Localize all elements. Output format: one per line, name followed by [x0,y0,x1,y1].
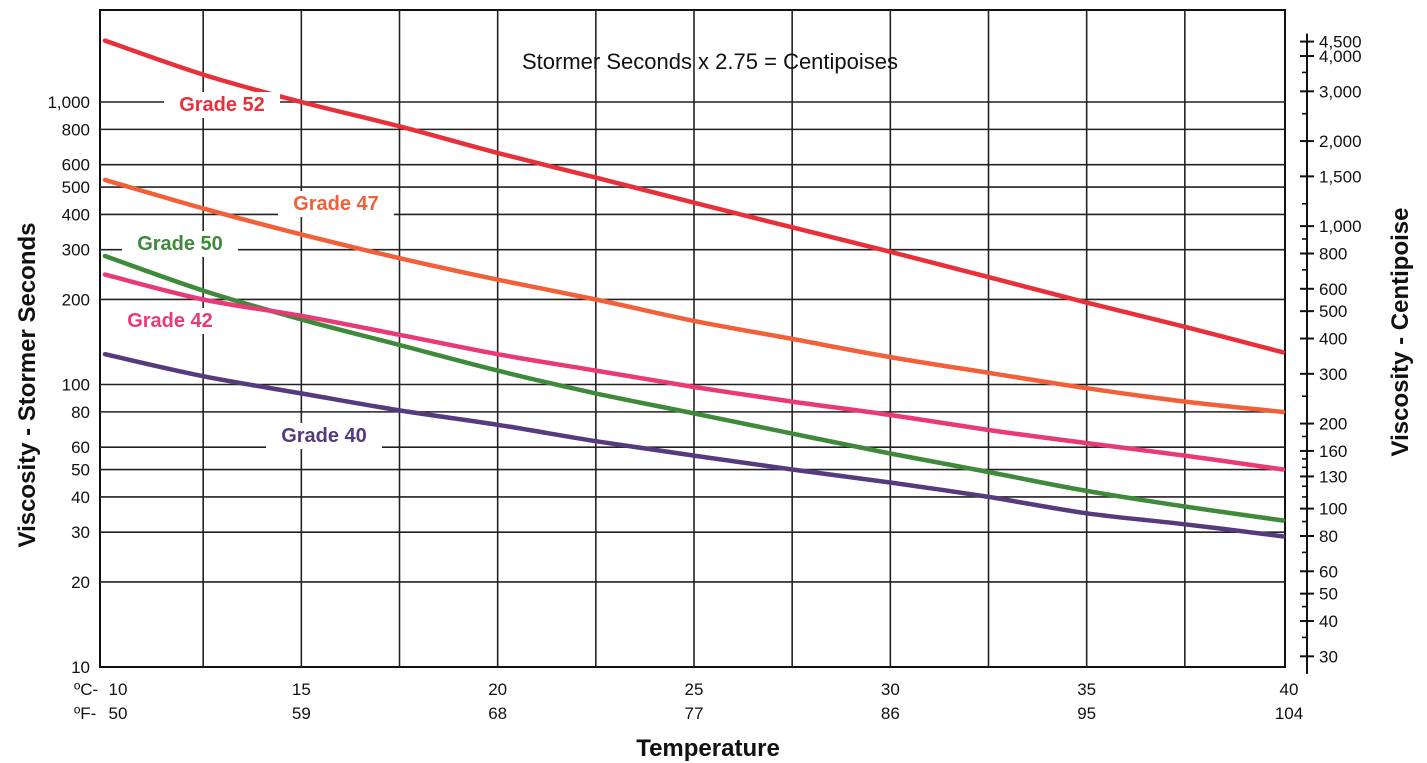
y-tick-label: 1,000 [47,93,90,112]
y-tick-label: 100 [62,376,90,395]
y-tick-label: 300 [62,241,90,260]
y-tick-label: 500 [62,178,90,197]
x-tick-label-celsius: 30 [881,680,900,699]
y-tick-label: 80 [71,403,90,422]
y2-tick-label: 50 [1319,585,1338,604]
y2-tick-label: 40 [1319,612,1338,631]
y2-tick-label: 2,000 [1319,132,1362,151]
y2-tick-label: 3,000 [1319,82,1362,101]
y-tick-label: 30 [71,523,90,542]
x-tick-label-celsius: 20 [488,680,507,699]
y2-tick-label: 80 [1319,527,1338,546]
x-tick-label-fahrenheit: 77 [685,704,704,723]
y-tick-label: 40 [71,488,90,507]
y2-tick-label: 500 [1319,302,1347,321]
x-fahrenheit-prefix: ºF- [74,704,96,723]
x-tick-label-celsius: 15 [292,680,311,699]
x-axis-title: Temperature [636,735,780,762]
y-axis-title: Viscosity - Stormer Seconds [14,222,41,547]
chart-annotation: Stormer Seconds x 2.75 = Centipoises [522,49,898,74]
x-tick-label-celsius: 10 [109,680,128,699]
x-tick-label-celsius: 35 [1077,680,1096,699]
labels-layer: 1,000 800 600 500 400 300 200 100 80 60 50 40 30 20 10… [47,33,1361,723]
y-tick-label: 10 [71,658,90,677]
y2-axis-title: Viscosity - Centipoise [1387,208,1414,457]
x-tick-label-fahrenheit: 50 [109,704,128,723]
y-tick-label: 800 [62,120,90,139]
y-tick-label: 200 [62,290,90,309]
y-tick-label: 400 [62,205,90,224]
y2-tick-label: 60 [1319,562,1338,581]
y2-tick-label: 1,500 [1319,167,1362,186]
y-tick-label: 50 [71,461,90,480]
x-tick-label-fahrenheit: 95 [1077,704,1096,723]
x-tick-label-celsius: 25 [685,680,704,699]
series-label-grade-52: Grade 52 [179,94,265,116]
y2-tick-label: 800 [1319,244,1347,263]
x-tick-label-fahrenheit: 86 [881,704,900,723]
y2-tick-label: 200 [1319,415,1347,434]
series-label-grade-50: Grade 50 [137,233,223,255]
y2-tick-label: 600 [1319,280,1347,299]
x-tick-label-fahrenheit: 104 [1275,704,1303,723]
x-tick-label-fahrenheit: 68 [488,704,507,723]
y-tick-label: 20 [71,573,90,592]
y2-tick-label: 400 [1319,330,1347,349]
y2-tick-label: 300 [1319,365,1347,384]
grid [100,10,1314,674]
y2-tick-label: 130 [1319,467,1347,486]
y2-tick-label: 160 [1319,442,1347,461]
y2-tick-label: 4,000 [1319,47,1362,66]
series-label-grade-40: Grade 40 [281,425,367,447]
series-label-grade-42: Grade 42 [127,310,213,332]
x-tick-label-fahrenheit: 59 [292,704,311,723]
y2-tick-label: 100 [1319,500,1347,519]
y-tick-label: 60 [71,438,90,457]
y-tick-label: 600 [62,156,90,175]
x-tick-label-celsius: 40 [1280,680,1299,699]
y2-tick-label: 30 [1319,647,1338,666]
series-label-grade-47: Grade 47 [293,193,379,215]
y2-tick-label: 1,000 [1319,217,1362,236]
x-celsius-prefix: ºC- [74,680,98,699]
